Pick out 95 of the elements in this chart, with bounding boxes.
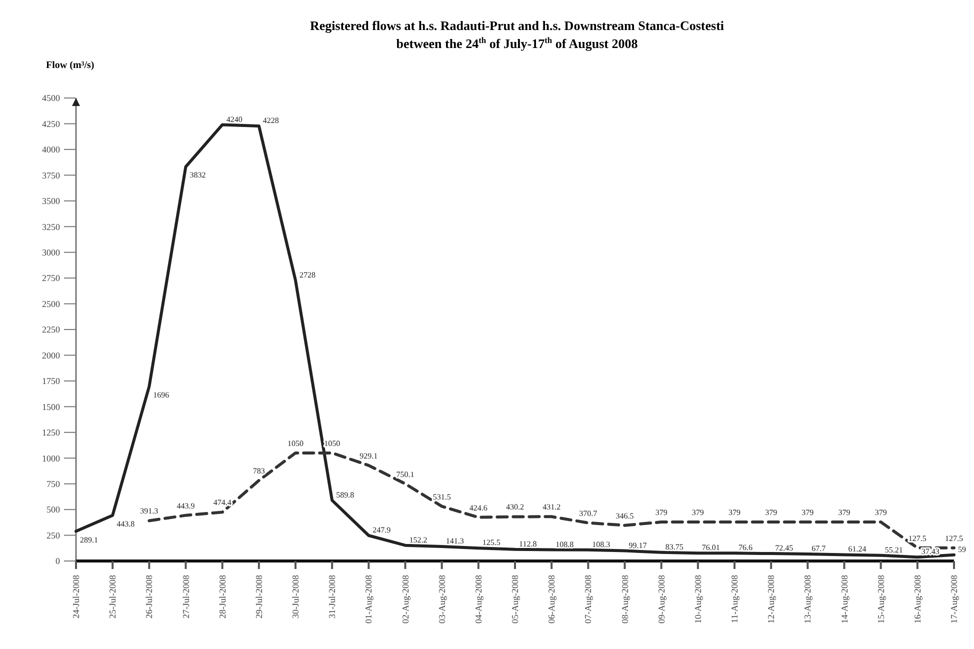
x-tick-label: 14-Aug-2008 (839, 574, 850, 624)
x-tick-label: 13-Aug-2008 (802, 574, 813, 624)
data-label: 125.5 (482, 538, 500, 548)
y-tick-label: 2250 (42, 324, 60, 335)
data-label: 379 (874, 508, 887, 518)
y-tick-label: 3250 (42, 222, 60, 232)
data-label: 1050 (324, 438, 340, 448)
data-label: 67.7 (812, 544, 826, 554)
x-tick-label: 07-Aug-2008 (583, 574, 594, 624)
y-tick-label: 250 (46, 530, 60, 540)
y-tick-label: 2750 (42, 273, 60, 284)
x-tick-label: 29-Jul-2008 (254, 574, 264, 618)
data-label: 127.5 (945, 534, 963, 543)
data-label: 443.9 (176, 501, 195, 510)
data-label: 108.8 (556, 540, 574, 549)
x-tick-label: 09-Aug-2008 (656, 574, 666, 624)
data-label: 3832 (190, 170, 206, 180)
x-tick-label: 15-Aug-2008 (876, 574, 886, 624)
data-label: 430.2 (506, 502, 524, 512)
x-tick-label: 31-Jul-2008 (327, 574, 338, 618)
data-label: 2728 (300, 270, 316, 280)
data-label: 1696 (153, 390, 170, 400)
data-label: 127.5 (908, 534, 926, 543)
y-tick-label: 4000 (42, 144, 60, 155)
data-label: 141.3 (446, 536, 464, 546)
x-tick-label: 10-Aug-2008 (692, 574, 703, 624)
data-label: 379 (802, 508, 814, 518)
x-tick-label: 02-Aug-2008 (400, 574, 410, 624)
x-tick-label: 06-Aug-2008 (546, 574, 557, 624)
data-label: 531.5 (432, 492, 451, 502)
y-tick-label: 0 (56, 556, 60, 566)
x-tick-label: 12-Aug-2008 (766, 574, 776, 624)
data-label: 370.7 (579, 508, 598, 518)
data-label: 37.43 (921, 547, 940, 556)
data-label: 4228 (262, 116, 279, 125)
data-label: 474.4 (213, 498, 232, 508)
y-tick-label: 2500 (42, 298, 60, 309)
x-tick-label: 05-Aug-2008 (510, 574, 520, 624)
data-label: 783 (252, 466, 265, 476)
x-tick-label: 24-Jul-2008 (71, 574, 81, 618)
data-label: 379 (728, 508, 740, 518)
x-tick-label: 28-Jul-2008 (217, 574, 228, 618)
data-label: 72.45 (775, 544, 794, 553)
x-tick-label: 27-Jul-2008 (180, 574, 191, 618)
y-tick-label: 3750 (42, 170, 60, 180)
x-tick-label: 04-Aug-2008 (473, 574, 484, 624)
data-label: 431.2 (542, 502, 561, 512)
data-label: 152.2 (409, 535, 428, 544)
data-label: 59 (958, 544, 966, 554)
data-label: 391.3 (140, 506, 158, 516)
y-tick-label: 750 (46, 478, 60, 489)
data-label: 929.1 (360, 451, 378, 460)
x-tick-label: 17-Aug-2008 (949, 574, 959, 624)
x-tick-label: 30-Jul-2008 (290, 574, 300, 618)
y-tick-label: 1250 (42, 428, 60, 438)
data-label: 379 (765, 508, 778, 518)
y-tick-label: 3500 (42, 196, 60, 206)
y-axis-title: Flow (m³/s) (46, 60, 94, 71)
y-tick-label: 4500 (42, 93, 60, 104)
data-label: 346.5 (616, 511, 634, 520)
x-tick-label: 16-Aug-2008 (912, 574, 922, 624)
y-tick-label: 3000 (42, 247, 60, 258)
x-tick-label: 25-Jul-2008 (108, 574, 118, 618)
y-tick-label: 1750 (42, 376, 60, 386)
y-tick-label: 500 (46, 504, 60, 515)
data-label: 247.9 (372, 525, 391, 534)
data-label: 108.3 (592, 540, 610, 549)
data-label: 750.1 (396, 470, 414, 479)
chart-subtitle: between the 24$^{th}$ of July-17$^{th}$ of August 2008 (396, 35, 638, 51)
y-tick-label: 1500 (42, 402, 60, 412)
x-tick-label: 01-Aug-2008 (364, 574, 374, 624)
data-label: 99.17 (628, 540, 647, 550)
data-label: 83.75 (665, 542, 684, 552)
data-label: 112.8 (519, 539, 537, 548)
y-tick-label: 2000 (42, 350, 60, 360)
data-label: 379 (692, 508, 704, 518)
data-label: 76.01 (702, 543, 720, 552)
data-label: 4240 (226, 114, 242, 124)
data-label: 289.1 (80, 535, 98, 544)
data-label: 76.6 (738, 543, 752, 552)
x-tick-label: 03-Aug-2008 (436, 574, 447, 624)
x-tick-label: 11-Aug-2008 (730, 574, 740, 624)
data-label: 379 (838, 508, 850, 518)
data-label: 61.24 (848, 544, 866, 554)
data-label: 443.8 (116, 519, 135, 528)
data-label: 589.8 (336, 490, 354, 500)
data-label: 379 (655, 508, 668, 518)
data-label: 55.21 (884, 545, 903, 554)
y-tick-label: 4250 (42, 118, 60, 129)
x-tick-label: 26-Jul-2008 (144, 574, 154, 618)
data-label: 1050 (288, 438, 304, 448)
data-label: 424.6 (469, 503, 488, 512)
y-tick-label: 1000 (42, 453, 60, 464)
x-tick-label: 08-Aug-2008 (620, 574, 630, 624)
chart-title: Registered flows at h.s. Radauti-Prut and h.s. Downstream Stanca-Costesti (310, 18, 724, 33)
